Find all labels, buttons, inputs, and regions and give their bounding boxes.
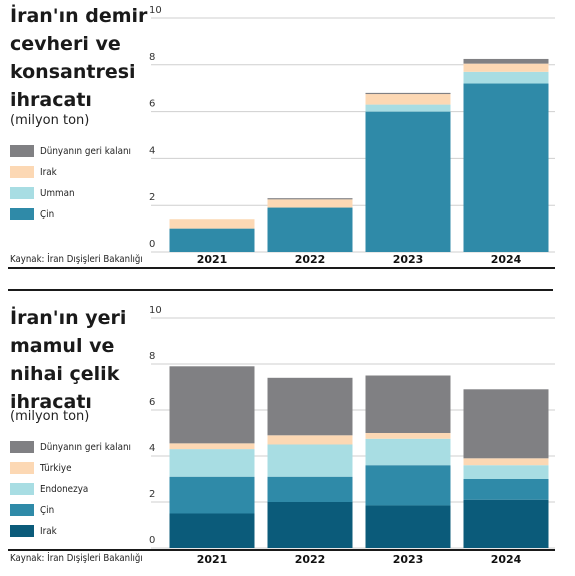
steel-bar-chart: 0 2 4 6 8 10 2021 2022 2023 2024	[8, 305, 555, 566]
bar-segment	[267, 207, 353, 252]
x-tick-label: 2022	[295, 253, 326, 266]
legend-swatch	[10, 208, 34, 220]
bar-segment	[365, 438, 451, 466]
x-tick-label: 2023	[393, 253, 424, 266]
legend-label: Endonezya	[40, 483, 89, 495]
legend-label: Türkiye	[40, 462, 72, 474]
y-tick-label: 6	[149, 397, 155, 408]
legend-item: Irak	[10, 162, 160, 182]
bar-segment	[463, 63, 549, 72]
x-tick-label: 2024	[491, 553, 522, 566]
y-tick-label: 8	[149, 52, 155, 63]
legend-label: Umman	[40, 187, 75, 199]
legend-item: Umman	[10, 183, 160, 203]
x-tick-label: 2021	[197, 553, 228, 566]
bar-segment	[365, 465, 451, 506]
legend-swatch	[10, 504, 34, 516]
bar-segment	[463, 58, 549, 64]
chart-title: İran'ın demir cevheri ve konsantresi ihr…	[10, 5, 148, 111]
legend-label: Çin	[40, 208, 55, 220]
bar-segment	[365, 94, 451, 105]
x-tick-label: 2024	[491, 253, 522, 266]
legend: Dünyanın geri kalanı Türkiye Endonezya Çin I…	[10, 437, 160, 542]
bar-segment	[463, 71, 549, 84]
bar-segment	[267, 502, 353, 548]
x-tick-label: 2022	[295, 553, 326, 566]
bar-segment	[463, 83, 549, 253]
y-tick-label: 4	[149, 443, 155, 454]
bar-segment	[267, 377, 353, 436]
legend-swatch	[10, 483, 34, 495]
bar-segment	[365, 505, 451, 548]
iron-ore-bar-chart: 0 2 4 6 8 10 2021 2022 2023 2024	[8, 5, 555, 269]
bar-segment	[169, 443, 255, 450]
legend-item: Endonezya	[10, 479, 160, 499]
bar-segment	[365, 433, 451, 439]
legend-item: Dünyanın geri kalanı	[10, 437, 160, 457]
legend-item: Çin	[10, 204, 160, 224]
legend-label: Çin	[40, 504, 55, 516]
y-tick-label: 10	[149, 305, 162, 316]
x-tick-label: 2023	[393, 553, 424, 566]
bar-segment	[169, 228, 255, 252]
y-tick-label: 4	[149, 145, 155, 156]
y-tick-label: 10	[149, 5, 162, 16]
source-note: Kaynak: İran Dışişleri Bakanlığı	[10, 254, 143, 265]
source-note: Kaynak: İran Dışişleri Bakanlığı	[10, 553, 143, 564]
chart-title: İran'ın yeri mamul ve nihai çelik ihraca…	[10, 307, 127, 413]
bar-segment	[169, 366, 255, 444]
iron-ore-export-panel: İran'ın demir cevheri ve konsantresi ihr…	[0, 0, 575, 285]
bar-segment	[463, 465, 549, 479]
legend-label: Irak	[40, 525, 57, 537]
bar-segment	[365, 111, 451, 252]
legend-label: Dünyanın geri kalanı	[40, 145, 131, 157]
legend-swatch	[10, 525, 34, 537]
chart-subtitle: (milyon ton)	[10, 409, 90, 424]
section-divider	[8, 289, 553, 291]
y-tick-label: 0	[149, 239, 155, 250]
bar-segment	[267, 444, 353, 477]
legend-label: Dünyanın geri kalanı	[40, 441, 131, 453]
legend: Dünyanın geri kalanı Irak Umman Çin	[10, 141, 160, 225]
bar-segment	[365, 92, 451, 95]
legend-label: Irak	[40, 166, 57, 178]
legend-swatch	[10, 441, 34, 453]
bar-segment	[463, 458, 549, 466]
bar-segment	[169, 513, 255, 548]
bar-segment	[365, 375, 451, 433]
legend-item: Çin	[10, 500, 160, 520]
legend-item: Dünyanın geri kalanı	[10, 141, 160, 161]
legend-swatch	[10, 462, 34, 474]
bar-segment	[267, 476, 353, 502]
y-tick-label: 0	[149, 535, 155, 546]
legend-swatch	[10, 166, 34, 178]
bar-segment	[267, 199, 353, 208]
legend-item: Irak	[10, 521, 160, 541]
bar-segment	[365, 104, 451, 112]
chart-subtitle: (milyon ton)	[10, 113, 90, 128]
y-tick-label: 2	[149, 192, 155, 203]
x-tick-label: 2021	[197, 253, 228, 266]
legend-item: Türkiye	[10, 458, 160, 478]
steel-export-panel: İran'ın yeri mamul ve nihai çelik ihraca…	[0, 288, 575, 576]
bar-segment	[463, 389, 549, 459]
bar-segment	[463, 499, 549, 548]
legend-swatch	[10, 187, 34, 199]
bar-segment	[463, 479, 549, 500]
legend-swatch	[10, 145, 34, 157]
bar-segment	[267, 198, 353, 200]
bar-segment	[169, 219, 255, 229]
bar-segment	[169, 476, 255, 514]
y-tick-label: 2	[149, 489, 155, 500]
bar-segment	[267, 435, 353, 445]
bar-segment	[169, 449, 255, 477]
y-tick-label: 6	[149, 99, 155, 110]
y-tick-label: 8	[149, 351, 155, 362]
